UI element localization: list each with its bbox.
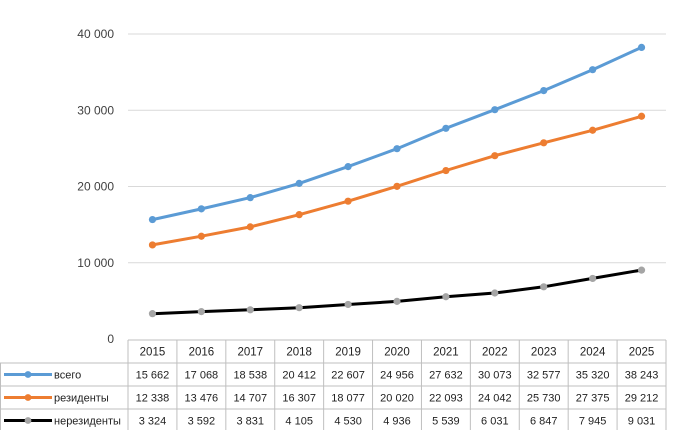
x-tick-label: 2017 [237, 347, 263, 359]
data-point [197, 308, 205, 316]
x-tick-label: 2020 [384, 347, 410, 359]
data-table-cell: 13 476 [185, 393, 219, 405]
data-point [295, 211, 303, 219]
y-tick-label: 40 000 [77, 27, 114, 41]
data-point [148, 215, 157, 224]
data-table-cell: 29 212 [625, 393, 659, 405]
data-table-cell: 18 538 [233, 370, 267, 382]
data-point [442, 166, 450, 175]
data-table-cell: 24 956 [380, 370, 414, 382]
data-table-cell: 12 338 [136, 393, 170, 405]
data-point [540, 87, 548, 95]
data-point [393, 182, 401, 190]
data-point [589, 274, 597, 283]
data-table-cell: 9 031 [628, 416, 656, 428]
data-point [393, 145, 401, 153]
data-table-cell: 3 592 [188, 416, 216, 428]
data-point [246, 194, 254, 202]
data-table-cell: 3 324 [139, 416, 167, 428]
x-tick-label: 2025 [629, 347, 655, 359]
data-table-cell: 20 412 [282, 370, 316, 382]
series-line-0 [151, 45, 643, 222]
data-table-cell: 32 577 [527, 370, 561, 382]
legend-key-marker [24, 417, 32, 424]
data-table-cell: 6 847 [530, 416, 558, 428]
data-point [442, 293, 450, 301]
data-table-cell: 24 042 [478, 393, 512, 405]
legend-label: нерезиденты [54, 416, 121, 428]
data-table-cell: 27 632 [429, 370, 463, 382]
data-table-cell: 16 307 [282, 393, 316, 405]
data-table-cell: 15 662 [136, 370, 170, 382]
y-tick-label: 10 000 [77, 256, 114, 270]
data-point [589, 126, 597, 134]
data-table-cell: 38 243 [625, 370, 659, 382]
legend-key-marker [24, 371, 32, 378]
y-tick-label: 20 000 [77, 180, 114, 194]
series-line-2 [151, 268, 643, 316]
data-point [637, 266, 646, 274]
data-table-cell: 22 093 [429, 393, 463, 405]
data-table-cell: 4 530 [334, 416, 362, 428]
data-point [148, 241, 157, 249]
x-tick-label: 2018 [286, 347, 312, 359]
data-table-cell: 3 831 [237, 416, 265, 428]
data-point [246, 306, 254, 314]
data-point [589, 66, 597, 74]
x-tick-label: 2016 [189, 347, 215, 359]
data-table-cell: 4 105 [285, 416, 313, 428]
data-table-cell: 18 077 [331, 393, 365, 405]
data-point [637, 43, 646, 51]
data-point [197, 232, 205, 240]
y-tick-label: 0 [107, 332, 114, 346]
data-table-cell: 30 073 [478, 370, 512, 382]
data-point [197, 205, 205, 213]
data-point [344, 197, 352, 205]
data-point [344, 300, 352, 309]
data-point [491, 289, 499, 297]
series-line-1 [151, 114, 643, 247]
data-table-cell: 35 320 [576, 370, 610, 382]
data-table-cell: 7 945 [579, 416, 607, 428]
data-point [540, 139, 548, 147]
legend-key-marker [24, 394, 32, 401]
x-tick-label: 2023 [531, 347, 557, 359]
x-tick-label: 2021 [433, 347, 459, 359]
data-point [491, 106, 499, 114]
data-point [148, 310, 157, 318]
data-point [637, 112, 646, 120]
data-table-cell: 22 607 [331, 370, 365, 382]
data-point [442, 124, 450, 132]
series-lines [148, 43, 646, 318]
data-table: 2015 2016 2017 2018 2019 2020 2021 2022 2023 2024… [0, 339, 667, 430]
data-table-cell: 5 539 [432, 416, 460, 428]
data-point [393, 297, 401, 305]
x-tick-label: 2019 [335, 347, 361, 359]
x-tick-label: 2015 [140, 347, 166, 359]
legend-label: всего [54, 370, 81, 382]
x-tick-label: 2022 [482, 347, 508, 359]
data-point [246, 223, 254, 231]
data-table-cell: 6 031 [481, 416, 509, 428]
y-tick-label: 30 000 [77, 103, 114, 117]
data-point [491, 152, 499, 160]
data-table-cell: 25 730 [527, 393, 561, 405]
data-table-cell: 20 020 [380, 393, 414, 405]
data-point [295, 179, 303, 187]
data-table-cell: 27 375 [576, 393, 610, 405]
data-table-cell: 4 936 [383, 416, 411, 428]
data-table-cell: 17 068 [185, 370, 219, 382]
data-point [540, 283, 548, 291]
legend-label: резиденты [54, 393, 109, 405]
y-axis-tick-labels: 0 10 000 20 000 30 000 40 000 [77, 27, 114, 346]
grid-lines [128, 33, 666, 264]
data-point [295, 304, 303, 312]
data-point [344, 163, 352, 171]
data-table-cell: 14 707 [233, 393, 267, 405]
x-tick-label: 2024 [580, 347, 606, 359]
